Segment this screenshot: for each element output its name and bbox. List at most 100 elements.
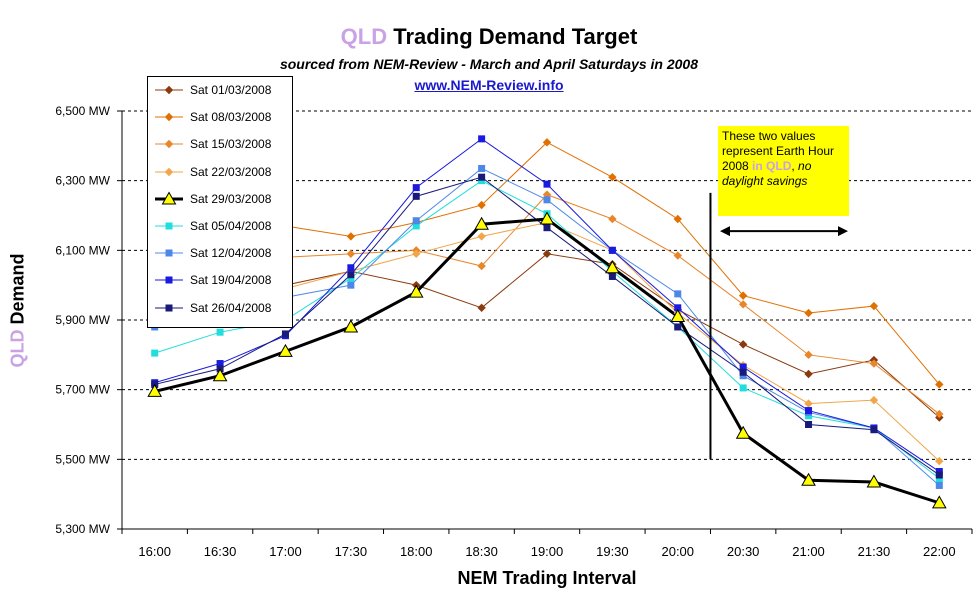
axes: 5,300 MW 5,500 MW 5,700 MW 5,900 MW 6,100 MW… bbox=[55, 104, 973, 559]
data-point bbox=[347, 271, 355, 279]
x-tick-label: 21:00 bbox=[792, 544, 825, 559]
note-line-3d: no bbox=[798, 159, 812, 173]
data-point bbox=[477, 303, 486, 313]
data-point bbox=[539, 211, 555, 225]
data-point bbox=[866, 474, 882, 488]
legend-swatch bbox=[155, 167, 183, 176]
legend-item: Sat 01/03/2008 bbox=[154, 80, 271, 100]
y-tick-label: 5,700 MW bbox=[55, 383, 110, 397]
source-link[interactable]: www.NEM-Review.info bbox=[414, 77, 564, 93]
y-tick-label: 5,900 MW bbox=[55, 313, 110, 327]
legend-item: Sat 05/04/2008 bbox=[154, 216, 271, 236]
data-point bbox=[670, 309, 686, 323]
x-tick-label: 19:30 bbox=[596, 544, 629, 559]
legend-item: Sat 12/04/2008 bbox=[154, 243, 271, 263]
data-point bbox=[608, 214, 617, 224]
legend-swatch-marker bbox=[165, 222, 173, 230]
x-axis-label: NEM Trading Interval bbox=[457, 568, 637, 588]
x-tick-label: 17:00 bbox=[269, 544, 302, 559]
data-point bbox=[346, 249, 356, 259]
data-point bbox=[935, 380, 944, 389]
title-rest: Trading Demand Target bbox=[387, 24, 638, 49]
y-axis-label-qld: QLD bbox=[7, 329, 28, 368]
data-point bbox=[478, 173, 486, 181]
data-point bbox=[477, 200, 486, 210]
x-tick-label: 18:30 bbox=[465, 544, 498, 559]
legend-swatch-marker bbox=[161, 191, 177, 205]
data-point bbox=[870, 426, 878, 434]
x-tick-label: 19:00 bbox=[531, 544, 564, 559]
y-axis-label-rest: Demand bbox=[7, 253, 28, 330]
note-line-3a: 2008 bbox=[722, 159, 753, 173]
legend-swatch bbox=[155, 304, 183, 312]
legend-swatch bbox=[155, 191, 183, 205]
data-point bbox=[477, 232, 486, 241]
y-tick-label: 6,100 MW bbox=[55, 243, 110, 257]
data-point bbox=[474, 216, 489, 230]
data-point bbox=[804, 369, 813, 379]
legend-swatch-marker bbox=[165, 276, 173, 284]
data-point bbox=[151, 349, 159, 357]
data-point bbox=[281, 330, 289, 338]
data-point bbox=[412, 217, 420, 225]
data-point bbox=[673, 251, 682, 260]
legend-swatch bbox=[155, 276, 183, 284]
arrow-head-left bbox=[720, 226, 730, 237]
legend-label: Sat 26/04/2008 bbox=[190, 300, 272, 315]
data-point bbox=[869, 301, 879, 311]
data-point bbox=[674, 290, 682, 298]
note-line-2: represent Earth Hour bbox=[722, 144, 835, 158]
data-point bbox=[674, 323, 682, 331]
data-point bbox=[738, 291, 748, 300]
data-point bbox=[935, 481, 943, 489]
data-point bbox=[542, 138, 552, 147]
legend-label: Sat 19/04/2008 bbox=[190, 273, 272, 288]
legend-swatch-marker bbox=[164, 85, 174, 95]
legend-item: Sat 19/04/2008 bbox=[154, 270, 271, 290]
legend-swatch-marker bbox=[164, 167, 174, 176]
data-point bbox=[543, 196, 551, 204]
chart-title: QLD Trading Demand Target bbox=[0, 24, 978, 50]
x-tick-label: 20:30 bbox=[727, 544, 760, 559]
data-point bbox=[477, 261, 486, 271]
x-tick-label: 18:00 bbox=[400, 544, 433, 559]
data-point bbox=[346, 232, 356, 241]
data-point bbox=[805, 407, 813, 415]
data-point bbox=[147, 383, 163, 397]
data-point bbox=[805, 421, 813, 428]
legend-swatch bbox=[155, 222, 183, 230]
x-tick-label: 20:00 bbox=[661, 544, 694, 559]
data-point bbox=[216, 328, 224, 336]
note-line-4: daylight savings bbox=[722, 174, 845, 189]
data-point bbox=[543, 224, 551, 232]
earth-hour-annotation bbox=[709, 192, 848, 460]
legend-label: Sat 08/03/2008 bbox=[190, 110, 272, 125]
data-point bbox=[412, 249, 421, 259]
legend-swatch-marker bbox=[164, 140, 174, 149]
data-point bbox=[801, 472, 816, 486]
data-point bbox=[343, 319, 359, 333]
data-point bbox=[804, 350, 813, 360]
data-point bbox=[935, 471, 943, 479]
data-point bbox=[935, 409, 944, 419]
data-point bbox=[735, 425, 751, 439]
legend-swatch bbox=[155, 140, 183, 149]
title-qld: QLD bbox=[340, 24, 388, 49]
legend-swatch bbox=[155, 85, 183, 95]
data-point bbox=[935, 456, 944, 466]
legend-label: Sat 22/03/2008 bbox=[190, 164, 272, 179]
data-point bbox=[478, 135, 486, 143]
legend-item: Sat 29/03/2008 bbox=[154, 189, 271, 209]
legend-label: Sat 15/03/2008 bbox=[190, 137, 272, 152]
y-tick-label: 5,500 MW bbox=[55, 452, 110, 466]
legend-swatch bbox=[155, 112, 183, 122]
data-point bbox=[278, 343, 293, 357]
data-point bbox=[347, 281, 355, 289]
data-point bbox=[804, 308, 813, 318]
data-point bbox=[412, 184, 420, 192]
arrow-head-right bbox=[838, 226, 848, 237]
data-point bbox=[608, 246, 616, 254]
data-point bbox=[869, 395, 879, 405]
y-tick-label: 6,300 MW bbox=[55, 174, 110, 188]
x-tick-label: 16:00 bbox=[138, 544, 171, 559]
